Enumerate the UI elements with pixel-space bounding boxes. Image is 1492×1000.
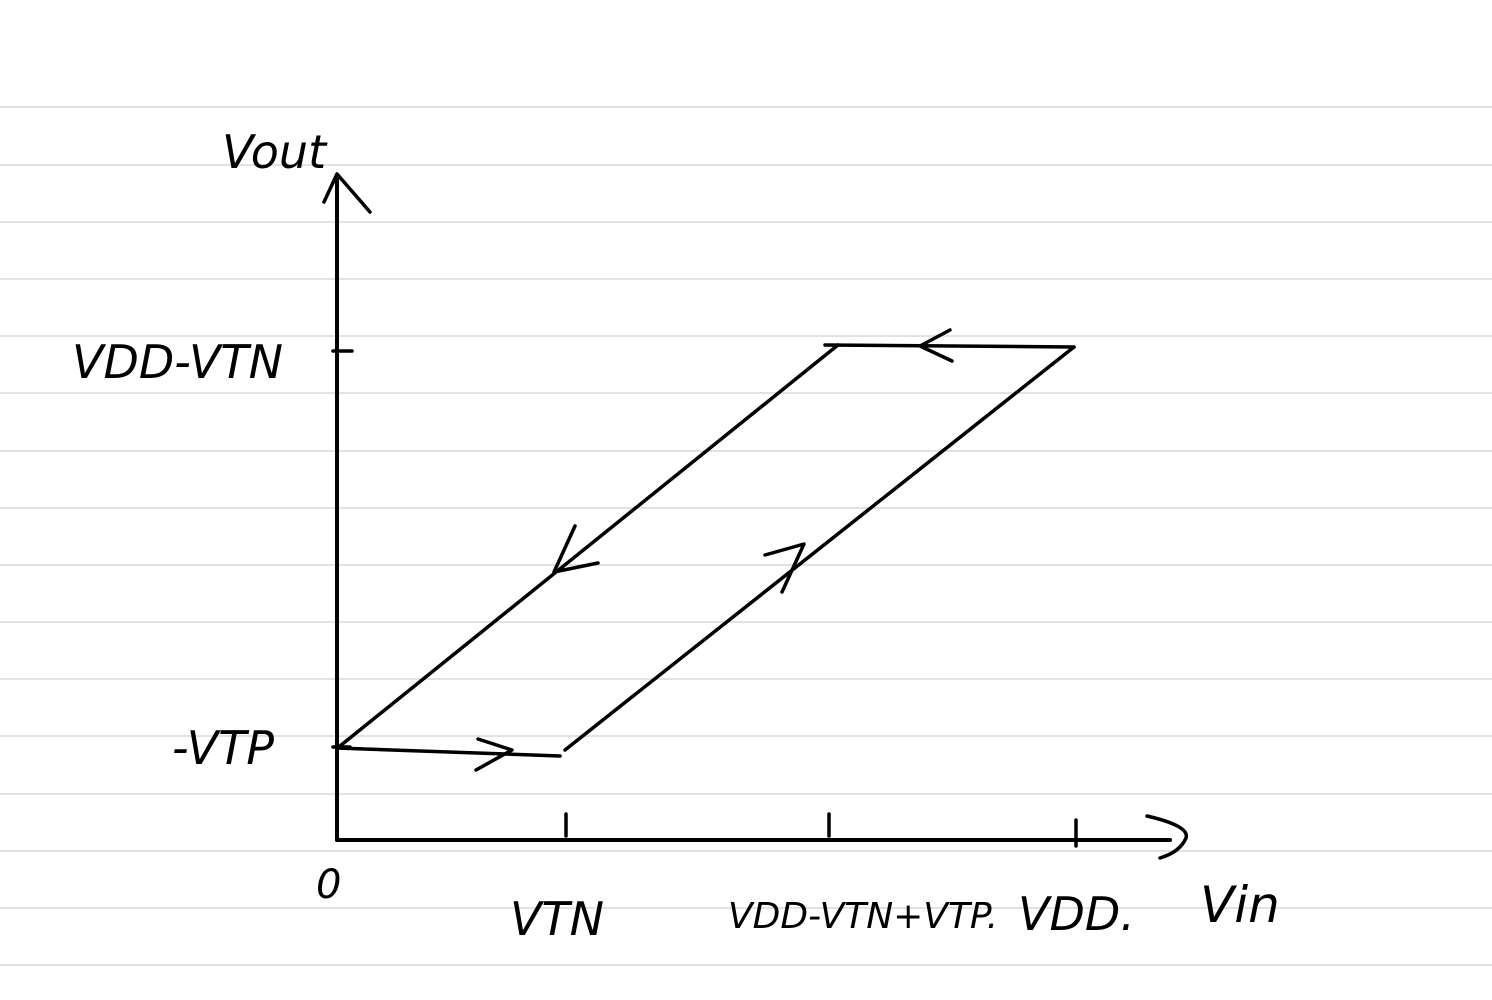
direction-arrows: [474, 328, 954, 772]
down-left-arrow-icon: [552, 524, 600, 574]
top-segment: [823, 343, 1076, 349]
y-tick-label-vdd-vtn: VDD-VTN: [72, 335, 283, 389]
x-tick-label-vdd: VDD.: [1018, 887, 1135, 941]
right-arrow-icon: [474, 737, 514, 772]
y-axis-label: Vout: [222, 125, 328, 179]
hysteresis-loop: [335, 343, 1076, 758]
origin-label: 0: [316, 862, 341, 908]
rising-segment: [563, 345, 1076, 752]
up-right-arrow-icon: [763, 542, 806, 594]
bottom-segment: [335, 746, 562, 758]
labels: Vout VDD-VTN -VTP 0 VTN VDD-VTN+VTP. VDD…: [72, 125, 1280, 946]
tick-marks: [331, 349, 1078, 848]
x-tick-label-vdd-vtn-vtp: VDD-VTN+VTP.: [728, 896, 998, 937]
x-tick-label-vtn: VTN: [510, 892, 604, 946]
falling-segment: [338, 343, 840, 748]
ruled-lines: [0, 106, 1492, 966]
left-arrow-icon: [918, 328, 954, 363]
axes: [322, 172, 1189, 860]
x-axis-label: Vin: [1200, 876, 1280, 934]
x-axis-arrowhead: [1145, 814, 1189, 860]
y-tick-label-vtp: -VTP: [172, 721, 274, 775]
y-axis-arrowhead: [322, 172, 372, 214]
